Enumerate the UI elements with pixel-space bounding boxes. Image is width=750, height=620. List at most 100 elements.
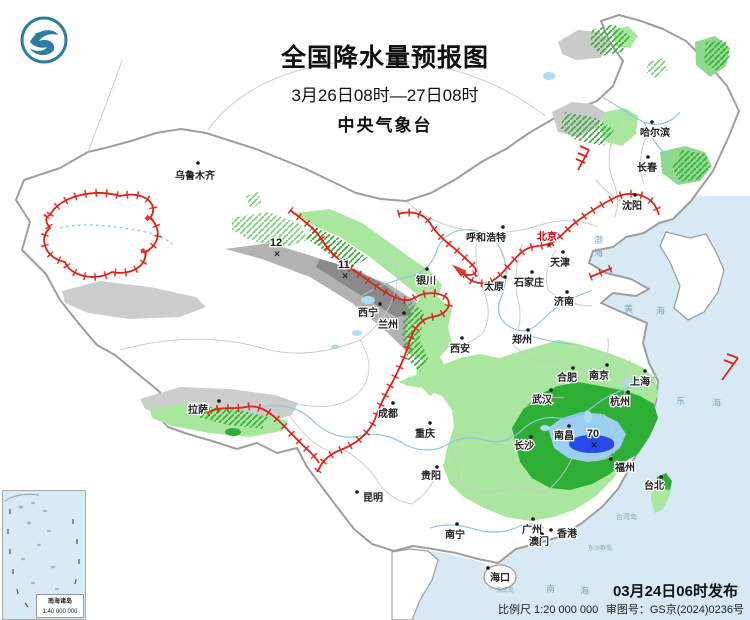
sea-label: 渤 [594, 234, 603, 245]
city-label: 杭州 [610, 395, 630, 408]
city-dot [605, 363, 609, 367]
frost-lines [40, 145, 739, 475]
city-label: 西宁 [358, 306, 378, 319]
sea-label: 台湾岛 [616, 512, 637, 521]
vietnam-land [391, 548, 439, 620]
city-label: 南宁 [445, 528, 465, 541]
city-label: 海口 [490, 571, 510, 584]
inset-label-box: 南海诸岛 1:40 000 000 [36, 594, 84, 618]
rivers [59, 95, 681, 533]
city-label: 银川 [416, 274, 436, 287]
page-title: 全国降水量预报图 [280, 44, 489, 72]
city-dot [217, 399, 221, 403]
sea-label: 黄 [624, 303, 633, 314]
province-borders [87, 59, 649, 505]
city-label: 太原 [483, 280, 504, 293]
city-label: 广州 [522, 523, 542, 536]
cma-logo [16, 12, 72, 68]
sea-label: 海南岛 [496, 586, 514, 594]
city-label: 天津 [550, 256, 570, 269]
precip-center-x-mark: ✕ [590, 440, 598, 450]
city-label: 石家庄 [513, 276, 544, 289]
city-label: 重庆 [415, 427, 435, 440]
city-dot [549, 388, 553, 392]
city-dot [501, 225, 505, 229]
city-label: 呼和浩特 [466, 231, 506, 244]
south-china-sea-inset: 南海诸岛 1:40 000 000 [2, 490, 86, 620]
sea-label: 海 [594, 247, 603, 258]
city-dot [355, 490, 359, 494]
city-dot [633, 193, 637, 197]
city-dot [435, 465, 439, 469]
sea-label: 海 [656, 305, 665, 316]
sea-label: 海 [712, 397, 721, 408]
city-dot [455, 522, 459, 526]
city-dot [402, 311, 406, 315]
sea-label: 海 [580, 585, 589, 596]
capital-star-marker: ★ [545, 240, 553, 250]
city-dot [609, 457, 613, 461]
city-dot [460, 336, 464, 340]
approval-number: 审图号：GS京(2024)0236号 [605, 604, 744, 616]
agency-name: 中央气象台 [337, 116, 433, 135]
city-label: 郑州 [512, 333, 532, 346]
city-label: 南京 [589, 369, 609, 382]
city-dot [378, 302, 382, 306]
city-dot [503, 275, 507, 279]
city-label: 上海 [630, 375, 650, 388]
city-dot [425, 267, 429, 271]
precip-center-value: 12 [270, 237, 282, 249]
hainan-island [483, 564, 517, 590]
city-dot [391, 401, 395, 405]
city-dot [643, 369, 647, 373]
city-label: 哈尔滨 [640, 126, 670, 139]
city-label: 澳门 [529, 535, 549, 548]
city-label: 乌鲁木齐 [175, 169, 216, 182]
map-header: 全国降水量预报图 3月26日08时—27日08时 中央气象台 [235, 38, 535, 136]
city-label: 沈阳 [622, 199, 642, 212]
city-label: 贵阳 [421, 469, 441, 482]
city-label: 兰州 [378, 318, 398, 331]
city-label: 长沙 [514, 439, 534, 452]
city-dot [486, 566, 490, 570]
city-dot [650, 120, 654, 124]
city-label: 福州 [614, 461, 635, 474]
precip-center-x-mark: ✕ [273, 249, 281, 259]
city-label: 合肥 [556, 371, 577, 384]
city-dot [659, 475, 663, 479]
city-dot [571, 366, 575, 370]
city-dot [561, 250, 565, 254]
city-label: 拉萨 [188, 403, 208, 416]
map-scale: 比例尺 1:20 000 000 [498, 604, 599, 616]
city-dot [196, 161, 200, 165]
city-dot [428, 421, 432, 425]
precip-center-value: 70 [587, 428, 599, 440]
city-markers: 乌鲁木齐 哈尔滨长春沈阳呼和浩特 ★北京天津银川 太原 石家庄济南西宁兰州郑州西安合肥南… [174, 120, 671, 585]
city-dot [530, 270, 534, 274]
issue-time: 03月24日06时发布 [612, 583, 738, 600]
city-label: 香港 [557, 527, 578, 540]
inset-scale: 1:40 000 000 [42, 609, 78, 615]
city-dot [646, 155, 650, 159]
city-dot [565, 290, 569, 294]
city-label: 南昌 [554, 429, 574, 442]
sea-label: 南 [546, 583, 555, 594]
city-dot [526, 328, 530, 332]
city-dot [540, 532, 544, 536]
city-label: 北京 [537, 230, 557, 243]
city-label: 台北 [644, 479, 664, 492]
korea-peninsula [659, 231, 725, 321]
city-label: 昆明 [363, 492, 383, 504]
city-label: 长春 [637, 161, 657, 174]
forecast-period: 3月26日08时—27日08时 [291, 86, 479, 105]
precip-center-value: 11 [338, 259, 350, 271]
city-label: 武汉 [532, 393, 553, 406]
city-dot [529, 435, 533, 439]
sea-label: 东 [676, 395, 685, 406]
sea-label: 东沙群岛 [588, 544, 612, 552]
city-dot [549, 528, 553, 532]
city-label: 成都 [378, 407, 398, 420]
precip-center-marks: 12✕11✕70✕ [269, 236, 601, 450]
